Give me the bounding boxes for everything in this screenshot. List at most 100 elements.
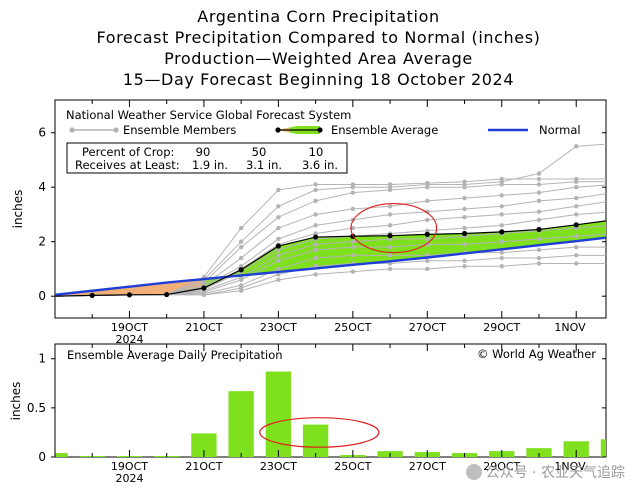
- ensemble-member-point: [536, 209, 542, 214]
- x-tick-label: 25OCT: [334, 460, 371, 473]
- wechat-icon: [465, 464, 482, 480]
- ensemble-member-point: [574, 244, 579, 250]
- ensemble-member-point: [350, 225, 356, 231]
- ensemble-member-point: [536, 236, 542, 242]
- ensemble-member-point: [574, 144, 579, 149]
- ensemble-member-point: [313, 182, 318, 187]
- legend-header: National Weather Service Global Forecast…: [66, 108, 351, 122]
- ensemble-member-point: [387, 212, 393, 217]
- legend-average-dot: [317, 127, 323, 133]
- y-tick-label: 1: [38, 352, 46, 366]
- ensemble-member-point: [574, 204, 579, 209]
- ensemble-member-point: [499, 264, 504, 269]
- ensemble-member-point: [499, 255, 504, 261]
- title-line-3: Production—Weighted Area Average: [164, 49, 473, 68]
- ensemble-member-point: [611, 141, 615, 145]
- bottom-plot-frame: [54, 343, 607, 458]
- title-line-4: 15—Day Forecast Beginning 18 October 202…: [122, 70, 515, 89]
- ensemble-member-point: [313, 223, 318, 228]
- percent-crop-90: 90: [196, 145, 211, 159]
- watermark-text: 公众号 · 农业天气追踪: [485, 465, 625, 481]
- ensemble-member-point: [536, 261, 542, 266]
- ensemble-member-point: [611, 261, 615, 265]
- ensemble-member-point: [313, 272, 318, 277]
- ensemble-member-point: [536, 176, 542, 182]
- ensemble-member-point: [462, 264, 467, 269]
- ensemble-member-point: [238, 239, 244, 244]
- ensemble-member-point: [611, 182, 615, 186]
- highlight-ellipse: [350, 202, 438, 254]
- ensemble-member-point: [276, 236, 281, 242]
- ensemble-member-point: [462, 225, 467, 231]
- legend-average-label: Ensemble Average: [331, 123, 438, 137]
- ensemble-member-point: [313, 247, 318, 253]
- ensemble-average-point: [275, 243, 281, 249]
- ensemble-average-point: [387, 233, 393, 239]
- ensemble-average-point: [313, 234, 319, 240]
- ensemble-member-point: [387, 187, 393, 193]
- ensemble-member-point: [611, 180, 615, 184]
- ensemble-member-point: [313, 231, 318, 236]
- x-tick-label: 21OCT: [185, 460, 222, 473]
- receives-amount-50: 3.1 in.: [246, 158, 282, 172]
- credit-label: © World Ag Weather: [477, 347, 596, 361]
- daily-precip-bar: [563, 441, 589, 457]
- legend-average-dot: [275, 127, 281, 133]
- ensemble-member-point: [276, 258, 281, 263]
- ensemble-member-point: [499, 182, 504, 187]
- ensemble-member-point: [350, 269, 356, 274]
- ensemble-member-point: [238, 244, 244, 250]
- bottom-panel-title: Ensemble Average Daily Precipitation: [67, 348, 283, 362]
- percent-crop-10: 10: [309, 145, 324, 159]
- ensemble-member-point: [350, 190, 356, 195]
- ensemble-member-point: [313, 212, 318, 217]
- ensemble-member-point: [387, 223, 393, 228]
- ensemble-member-point: [201, 292, 207, 298]
- ensemble-member-point: [238, 277, 244, 283]
- ensemble-member-point: [462, 258, 467, 263]
- ensemble-member-point: [350, 185, 356, 190]
- x-tick-label: 29OCT: [483, 460, 520, 473]
- ensemble-member-point: [574, 179, 579, 184]
- ensemble-average-point: [201, 285, 207, 291]
- ensemble-member-point: [425, 209, 430, 214]
- daily-precip-bar: [526, 448, 552, 457]
- ensemble-average-point: [573, 222, 579, 228]
- ensemble-member-point: [499, 239, 504, 244]
- ensemble-member-point: [276, 204, 281, 209]
- ensemble-member-point: [462, 185, 467, 190]
- ensemble-member-point: [276, 187, 281, 193]
- ensemble-member-point: [313, 255, 318, 261]
- daily-precip-bar: [228, 391, 254, 457]
- ensemble-member-point: [611, 190, 615, 194]
- legend-members-label: Ensemble Members: [123, 123, 236, 137]
- receives-label: Receives at Least:: [75, 158, 180, 172]
- legend-members-dot: [113, 127, 119, 133]
- y-tick-label: 0: [38, 289, 46, 303]
- ensemble-member-point: [574, 261, 579, 266]
- percent-crop-50: 50: [252, 145, 267, 159]
- ensemble-member-point: [276, 266, 281, 272]
- ensemble-member-point: [238, 225, 244, 231]
- y-tick-label: 6: [38, 126, 46, 140]
- x-tick-label: 27OCT: [409, 460, 446, 473]
- top-plot-content: [55, 141, 616, 298]
- ensemble-member-point: [462, 242, 467, 247]
- ensemble-average-line: [55, 220, 606, 297]
- ensemble-member-point: [350, 253, 356, 258]
- ensemble-member-point: [536, 255, 542, 261]
- ensemble-member-point: [425, 236, 430, 242]
- ensemble-member-point: [499, 204, 504, 209]
- y-tick-label: 0: [38, 450, 46, 464]
- ensemble-member-point: [276, 225, 281, 231]
- x-tick-label: 19OCT: [111, 321, 148, 334]
- legend-members-dot: [69, 127, 75, 133]
- title-line-2: Forecast Precipitation Compared to Norma…: [96, 28, 541, 47]
- ensemble-member-point: [350, 244, 356, 250]
- ensemble-average-point: [611, 217, 616, 222]
- x-tick-label: 19OCT: [111, 460, 148, 473]
- daily-precip-bar: [265, 371, 292, 457]
- ensemble-member-point: [387, 204, 393, 209]
